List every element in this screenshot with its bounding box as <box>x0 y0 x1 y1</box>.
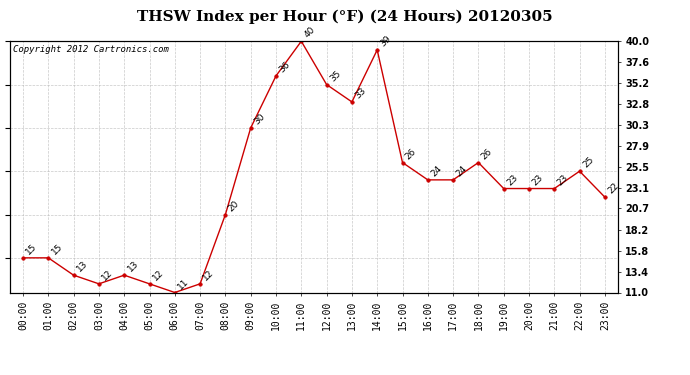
Text: 26: 26 <box>404 147 418 161</box>
Text: 22: 22 <box>607 182 620 196</box>
Text: 13: 13 <box>75 259 90 274</box>
Text: 24: 24 <box>429 164 444 178</box>
Text: 33: 33 <box>353 86 368 100</box>
Text: 15: 15 <box>50 242 64 256</box>
Text: 12: 12 <box>151 268 166 282</box>
Text: 23: 23 <box>505 173 520 187</box>
Text: 30: 30 <box>252 112 266 126</box>
Text: 12: 12 <box>100 268 115 282</box>
Text: 23: 23 <box>555 173 570 187</box>
Text: THSW Index per Hour (°F) (24 Hours) 20120305: THSW Index per Hour (°F) (24 Hours) 2012… <box>137 9 553 24</box>
Text: 15: 15 <box>24 242 39 256</box>
Text: 20: 20 <box>227 199 242 213</box>
Text: 12: 12 <box>201 268 216 282</box>
Text: 23: 23 <box>531 173 545 187</box>
Text: 25: 25 <box>581 155 595 170</box>
Text: 35: 35 <box>328 69 342 83</box>
Text: Copyright 2012 Cartronics.com: Copyright 2012 Cartronics.com <box>13 45 169 54</box>
Text: 39: 39 <box>379 34 393 48</box>
Text: 11: 11 <box>176 277 190 291</box>
Text: 13: 13 <box>126 259 140 274</box>
Text: 26: 26 <box>480 147 494 161</box>
Text: 40: 40 <box>303 26 317 40</box>
Text: 36: 36 <box>277 60 292 75</box>
Text: 24: 24 <box>455 164 469 178</box>
